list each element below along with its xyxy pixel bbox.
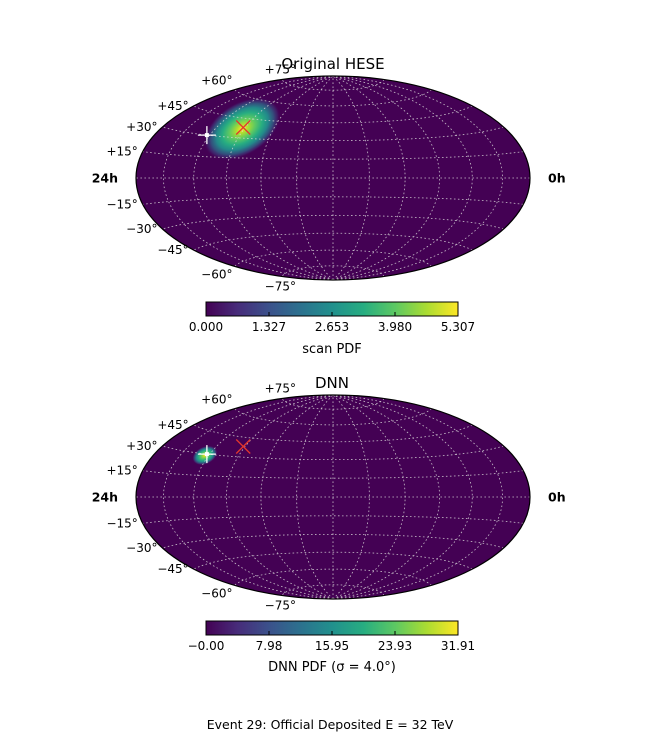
ra-label-left: 24h (92, 171, 118, 186)
ra-gridline (332, 394, 504, 600)
dec-label: −75° (265, 599, 296, 613)
ra-gridline (260, 75, 334, 281)
dec-label: +30° (126, 120, 157, 134)
ra-gridline (332, 394, 406, 600)
colorbar: −0.00 7.98 15.95 23.93 31.91 DNN PDF (σ = 4.… (188, 620, 475, 675)
colorbar-tick-label: 5.307 (441, 320, 475, 334)
dec-gridline (281, 265, 385, 277)
ra-label-right: 0h (548, 171, 566, 186)
dec-label: −75° (265, 280, 296, 294)
true-direction-marker (235, 439, 251, 454)
graticule (136, 394, 530, 600)
dec-label: +60° (201, 74, 232, 88)
best-fit-marker (197, 126, 216, 145)
colorbar-label: scan PDF (302, 342, 362, 357)
dec-label: −15° (106, 516, 137, 530)
dec-label: −15° (106, 197, 137, 211)
axis-labels: +75° +60° +45°+30° +15° −15° −30°−45° −60° −75°… (92, 63, 566, 294)
colorbar-tick-label: 15.95 (315, 639, 349, 653)
colorbar-tick-label: 0.000 (189, 320, 223, 334)
best-fit-marker (197, 445, 216, 464)
panel-title: DNN (315, 374, 349, 392)
sky-outline (135, 394, 531, 600)
ra-label-left: 24h (92, 490, 118, 505)
ra-gridline (296, 394, 334, 600)
colorbar-tick-label: 31.91 (441, 639, 475, 653)
colorbar-tick-label: 7.98 (256, 639, 283, 653)
ra-gridline (260, 394, 334, 600)
ra-gridline (193, 75, 334, 281)
colorbar-ticks: −0.00 7.98 15.95 23.93 31.91 (188, 631, 475, 653)
ra-gridline (332, 75, 504, 281)
graticule (136, 75, 530, 281)
colorbar-tick-label: 3.980 (378, 320, 412, 334)
ra-gridline (162, 75, 334, 281)
ra-gridline (162, 394, 334, 600)
panel-dnn: DNN +75° +60° +45°+30° +15° −15° −30°−45° −60°… (92, 374, 566, 675)
dec-label: +60° (201, 393, 232, 407)
colorbar-ticks: 0.000 1.327 2.653 3.980 5.307 (189, 312, 475, 334)
dec-gridline (281, 398, 385, 410)
dec-label: +75° (265, 63, 296, 77)
dec-label: −60° (201, 586, 232, 600)
figure-caption: Event 29: Official Deposited E = 32 TeV (207, 717, 454, 732)
sky-map (135, 394, 531, 600)
dec-label: −30° (126, 541, 157, 555)
dec-gridline (281, 79, 385, 91)
panel-original-hese: Original HESE +75° +60° +45°+30° +15° −15° −3… (92, 55, 566, 357)
colorbar: 0.000 1.327 2.653 3.980 5.307 scan PDF (189, 301, 475, 357)
ra-gridline (332, 394, 473, 600)
ra-gridline (193, 394, 334, 600)
sky-map (135, 75, 531, 281)
sky-outline (135, 75, 531, 281)
ra-label-right: 0h (548, 490, 566, 505)
dec-label: +30° (126, 439, 157, 453)
colorbar-label: DNN PDF (σ = 4.0°) (268, 660, 396, 675)
ra-gridline (332, 75, 473, 281)
colorbar-tick-label: −0.00 (188, 639, 225, 653)
dec-label: +15° (106, 145, 137, 159)
dec-gridline (281, 584, 385, 596)
colorbar-tick-label: 23.93 (378, 639, 412, 653)
dec-label: −60° (201, 267, 232, 281)
panel-title: Original HESE (281, 55, 384, 73)
dec-label: +45° (157, 99, 188, 113)
dec-label: −45° (157, 562, 188, 576)
colorbar-tick-label: 1.327 (252, 320, 286, 334)
dec-label: −30° (126, 222, 157, 236)
ra-gridline (332, 75, 370, 281)
dec-label: −45° (157, 243, 188, 257)
ra-gridline (332, 394, 370, 600)
axis-labels: +75° +60° +45°+30° +15° −15° −30°−45° −60° −75°… (92, 382, 566, 613)
dec-label: +45° (157, 418, 188, 432)
dec-label: +75° (265, 382, 296, 396)
true-direction-marker (235, 120, 251, 135)
colorbar-tick-label: 2.653 (315, 320, 349, 334)
ra-gridline (332, 75, 406, 281)
ra-gridline (296, 75, 334, 281)
dec-label: +15° (106, 464, 137, 478)
